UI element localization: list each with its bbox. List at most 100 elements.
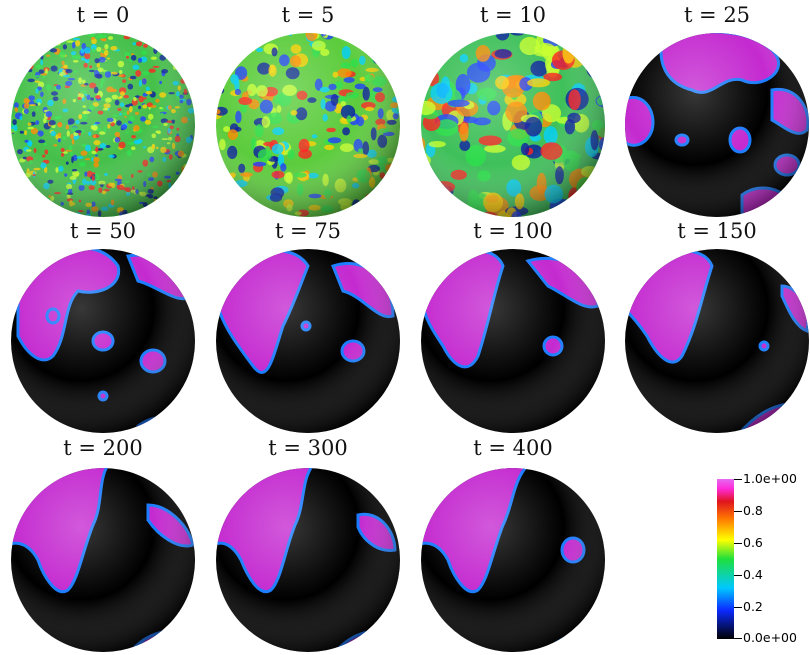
texture-blob [12, 190, 15, 197]
texture-blob [32, 56, 37, 62]
panel-t300: t = 300 [213, 435, 403, 652]
texture-blob [249, 34, 258, 48]
texture-blob [154, 33, 158, 35]
texture-blob [16, 197, 23, 203]
texture-blob [178, 213, 185, 217]
texture-blob [184, 196, 190, 202]
texture-blob [233, 57, 240, 64]
texture-blob [15, 171, 21, 178]
texture-blob [13, 33, 17, 39]
panel-title: t = 300 [268, 436, 348, 460]
texture-blob [177, 178, 183, 185]
texture-blob [376, 200, 385, 213]
texture-blob [156, 38, 161, 42]
colorbar-tick [734, 511, 742, 512]
panel-t10: t = 10 [418, 2, 608, 217]
texture-blob [234, 33, 249, 35]
texture-blob [389, 188, 400, 203]
texture-blob [165, 50, 171, 54]
texture-blob [173, 185, 177, 193]
panel-title: t = 400 [473, 436, 553, 460]
texture-blob [421, 184, 440, 207]
texture-blob [29, 62, 34, 66]
texture-blob [303, 30, 313, 33]
texture-blob [11, 33, 14, 38]
texture-blob [154, 202, 159, 209]
sphere-t400 [421, 468, 605, 652]
texture-blob [195, 83, 198, 88]
texture-blob [52, 204, 57, 208]
texture-blob [188, 178, 192, 182]
texture-blob [422, 61, 435, 78]
texture-blob [26, 199, 30, 206]
texture-blob [167, 49, 174, 51]
colorbar: 1.0e+00 0.8 0.6 0.4 0.2 0.0e+00 [717, 472, 810, 645]
texture-blob [399, 153, 400, 160]
texture-blob [194, 51, 195, 57]
texture-blob [389, 166, 400, 174]
texture-blob [194, 191, 195, 196]
texture-blob [379, 193, 392, 206]
texture-blob [30, 55, 38, 59]
sphere-t0 [11, 30, 198, 217]
texture-blob [49, 33, 57, 41]
texture-blob [11, 76, 16, 83]
colorbar-tick [734, 543, 742, 544]
texture-blob [421, 181, 443, 191]
texture-blob [181, 179, 189, 184]
texture-blob [12, 41, 18, 46]
texture-blob [190, 42, 194, 49]
texture-blob [39, 33, 46, 39]
texture-blob [190, 166, 194, 171]
texture-blob [177, 35, 180, 40]
texture-blob [217, 193, 224, 203]
texture-blob [194, 186, 195, 191]
texture-blob [191, 161, 195, 167]
texture-blob [36, 53, 40, 56]
texture-blob [19, 176, 24, 184]
texture-blob [11, 183, 18, 189]
texture-blob [193, 67, 195, 72]
texture-blob [13, 57, 17, 62]
texture-blob [151, 202, 157, 205]
texture-blob [21, 196, 25, 202]
texture-blob [187, 183, 191, 186]
texture-blob [595, 40, 605, 53]
texture-blob [13, 198, 16, 201]
texture-blob [166, 45, 173, 51]
panel-title: t = 25 [683, 3, 751, 27]
panel-title: t = 50 [69, 219, 137, 243]
texture-blob [31, 46, 38, 53]
panel-t75: t = 75 [213, 218, 403, 433]
texture-blob [21, 33, 29, 35]
texture-blob [11, 44, 12, 50]
texture-blob [163, 40, 171, 44]
texture-blob [372, 33, 382, 46]
texture-blob [192, 101, 195, 108]
texture-blob [180, 191, 184, 196]
texture-blob [188, 43, 194, 51]
texture-blob [25, 198, 32, 201]
texture-blob [11, 157, 16, 164]
sphere-t50 [11, 249, 195, 433]
panel-title: t = 100 [473, 219, 553, 243]
texture-blob [150, 205, 155, 212]
texture-blob [26, 64, 30, 69]
texture-blob [392, 182, 400, 194]
texture-blob [60, 211, 67, 215]
panel-title: t = 150 [677, 219, 757, 243]
texture-blob [586, 207, 605, 217]
panel-t150: t = 150 [622, 218, 810, 433]
panel-t25: t = 25 [622, 2, 810, 217]
texture-blob [181, 202, 188, 207]
texture-blob [53, 33, 58, 39]
texture-blob [45, 45, 50, 52]
texture-blob [257, 209, 267, 215]
texture-blob [193, 188, 195, 196]
texture-blob [216, 87, 217, 93]
texture-blob [154, 34, 162, 41]
texture-blob [430, 43, 441, 54]
texture-blob [428, 36, 445, 55]
texture-blob [142, 30, 145, 32]
texture-blob [12, 73, 18, 76]
